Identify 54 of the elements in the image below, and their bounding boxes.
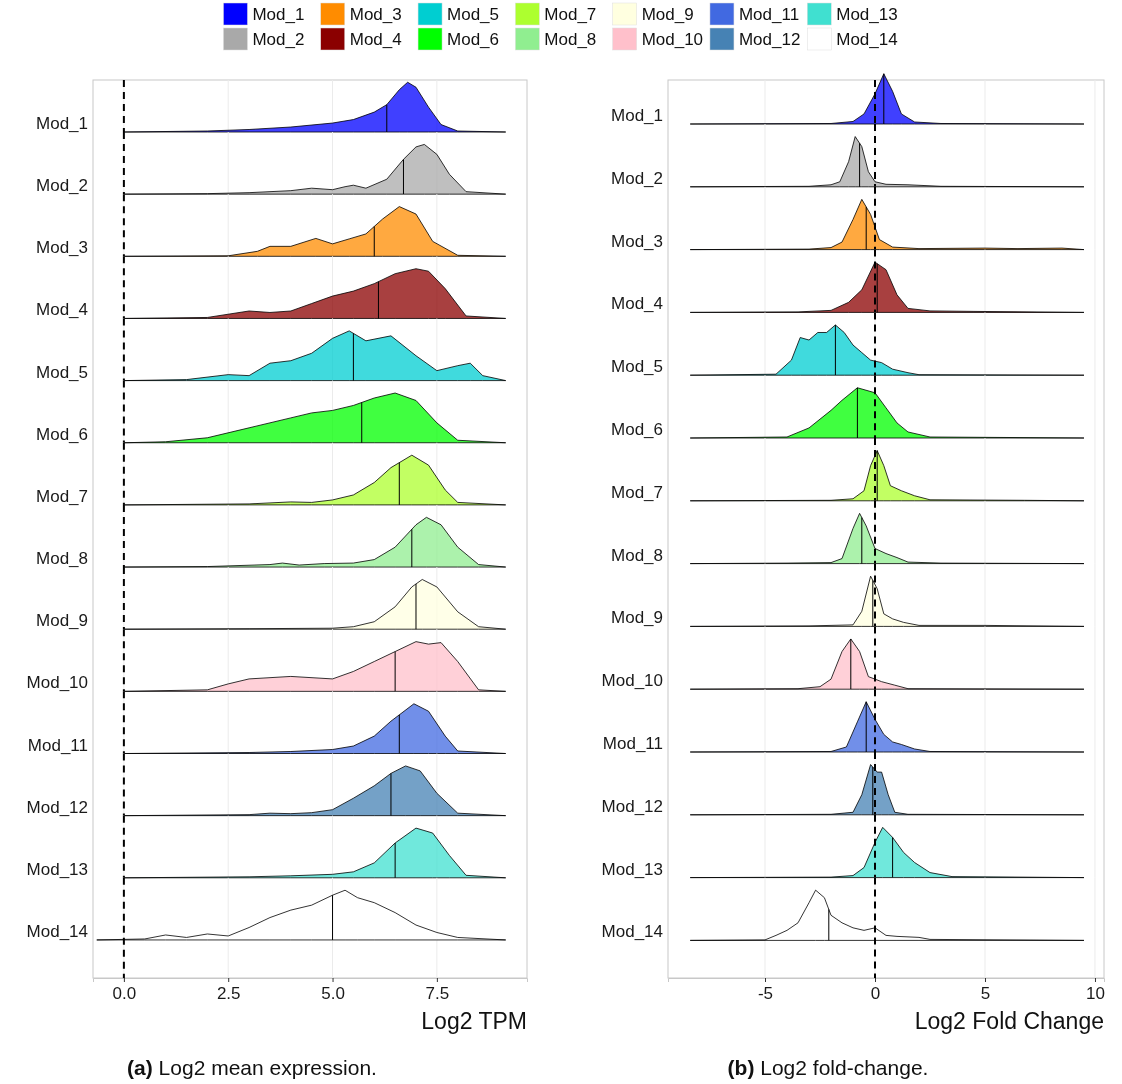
legend-label: Mod_4 bbox=[349, 30, 402, 49]
legend-label: Mod_5 bbox=[447, 5, 500, 24]
text: Mod_1 bbox=[36, 114, 88, 133]
text: Mod_8 bbox=[36, 549, 88, 569]
legend-label: Mod_12 bbox=[738, 30, 801, 49]
legend-label: Mod_8 bbox=[544, 30, 597, 49]
legend-label: Mod_10 bbox=[641, 30, 704, 49]
x-tick-label: 2.5 bbox=[216, 984, 241, 1004]
series-label: Mod_9 bbox=[611, 608, 663, 628]
text: Mod_3 bbox=[36, 238, 88, 258]
series-label: Mod_10 bbox=[601, 671, 663, 691]
text: Mod_2 bbox=[36, 176, 88, 196]
x-tick-label: 10 bbox=[1086, 984, 1105, 1004]
series-label: Mod_5 bbox=[611, 357, 663, 377]
series-label: Mod_6 bbox=[611, 420, 663, 439]
x-tick-label: 5.0 bbox=[321, 984, 345, 1004]
text: Mod_4 bbox=[36, 300, 88, 320]
text: Mod_5 bbox=[36, 362, 88, 382]
legend-label: Mod_7 bbox=[544, 5, 597, 24]
series-label: Mod_3 bbox=[611, 231, 663, 251]
text: Mod_6 bbox=[36, 424, 88, 444]
text: Mod_7 bbox=[36, 486, 88, 506]
text: Mod_13 bbox=[26, 859, 88, 879]
legend-label: Mod_2 bbox=[252, 30, 305, 49]
x-tick-label: -5 bbox=[757, 984, 774, 1004]
x-tick-label: 0 bbox=[870, 984, 881, 1004]
x-tick-label: 7.5 bbox=[425, 984, 450, 1004]
text: Mod_14 bbox=[836, 30, 898, 49]
text: Mod_10 bbox=[26, 673, 88, 693]
x-tick-label: 5 bbox=[980, 984, 991, 1004]
series-label: Mod_4 bbox=[611, 294, 663, 314]
text: Mod_9 bbox=[36, 611, 88, 631]
series-label: Mod_14 bbox=[601, 922, 663, 942]
series-label: Mod_13 bbox=[601, 859, 663, 879]
text: (a) Log2 mean expression. bbox=[127, 1056, 377, 1079]
series-label: Mod_8 bbox=[611, 545, 663, 565]
series-label: Mod_7 bbox=[611, 482, 663, 502]
legend-label: Mod_13 bbox=[836, 5, 898, 24]
series-label: Mod_1 bbox=[611, 106, 663, 125]
legend-label: Mod_1 bbox=[252, 5, 305, 24]
series-label: Mod_2 bbox=[611, 168, 663, 188]
x-axis-title: Log2 Fold Change bbox=[914, 1008, 1104, 1034]
text: (b) Log2 fold-change. bbox=[727, 1056, 929, 1079]
series-label: Mod_12 bbox=[601, 796, 663, 816]
legend-label: Mod_3 bbox=[349, 5, 402, 24]
legend-label: Mod_9 bbox=[641, 5, 694, 24]
text: Mod_11 bbox=[27, 735, 88, 755]
x-axis-title: Log2 TPM bbox=[421, 1008, 527, 1034]
series-label: Mod_11 bbox=[602, 734, 663, 753]
text: Mod_12 bbox=[26, 797, 88, 817]
legend-label: Mod_11 bbox=[738, 5, 800, 24]
x-tick-label: 0.0 bbox=[112, 984, 137, 1004]
legend-label: Mod_6 bbox=[447, 30, 500, 49]
series-label: Mod_14 bbox=[26, 921, 88, 941]
